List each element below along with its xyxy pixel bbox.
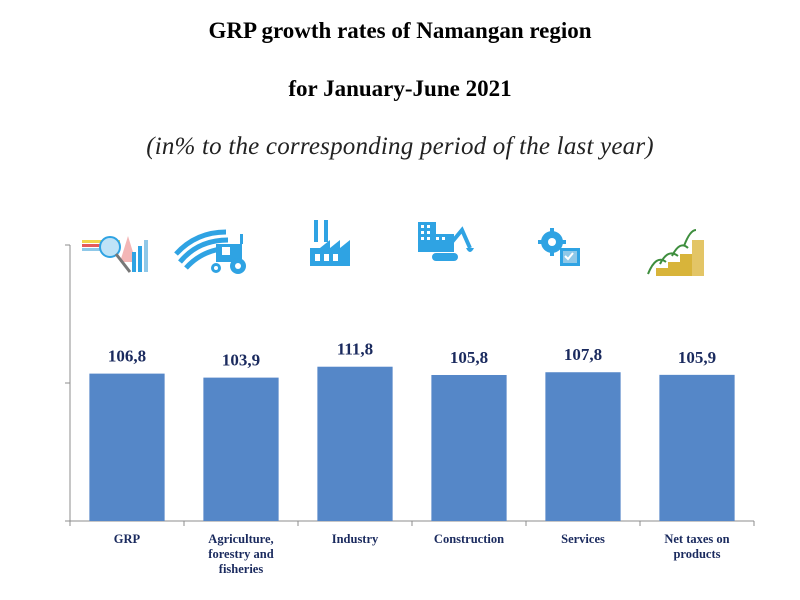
- chart-title-line1: GRP growth rates of Namangan region: [208, 18, 592, 43]
- category-label: Net taxes on products: [664, 532, 729, 561]
- category-label: GRP: [114, 532, 141, 546]
- bar: [89, 373, 165, 521]
- tractor-field-icon: [174, 229, 246, 274]
- category-label-line: products: [673, 547, 720, 561]
- value-label: 111,8: [337, 340, 373, 359]
- bar: [317, 366, 393, 521]
- value-label: 105,8: [450, 348, 488, 367]
- category-label-line: Net taxes on: [664, 532, 729, 546]
- bar: [545, 372, 621, 521]
- category-label: Agriculture, forestry and fisheries: [208, 532, 273, 576]
- value-labels: 106,8 103,9 111,8 105,8 107,8 105,9: [108, 340, 716, 370]
- chart-axes: [65, 244, 755, 526]
- analytics-magnifier-icon: [82, 236, 148, 273]
- category-label-line: GRP: [114, 532, 141, 546]
- category-label-line: Agriculture,: [208, 532, 273, 546]
- value-label: 105,9: [678, 348, 716, 367]
- category-label-line: Industry: [332, 532, 379, 546]
- category-label-line: Services: [561, 532, 605, 546]
- category-label-line: forestry and: [208, 547, 273, 561]
- factory-icon: [310, 220, 350, 266]
- category-label: Industry: [332, 532, 379, 546]
- bar: [659, 374, 735, 521]
- category-icons: [82, 220, 704, 276]
- chart-title-line2: for January-June 2021: [288, 76, 512, 101]
- category-label-line: Construction: [434, 532, 504, 546]
- value-label: 106,8: [108, 347, 146, 366]
- coins-growth-icon: [647, 229, 704, 276]
- category-label: Construction: [434, 532, 504, 546]
- services-gear-icon: [538, 228, 580, 266]
- value-label: 103,9: [222, 351, 260, 370]
- bar-series: [89, 366, 735, 521]
- bar: [431, 374, 507, 521]
- chart-subtitle: (in% to the corresponding period of the …: [146, 133, 654, 160]
- category-label: Services: [561, 532, 605, 546]
- construction-excavator-icon: [418, 222, 474, 261]
- category-labels: GRP Agriculture, forestry and fisheries Indu…: [114, 532, 730, 576]
- bar: [203, 377, 279, 521]
- value-label: 107,8: [564, 345, 602, 364]
- category-label-line: fisheries: [219, 562, 264, 576]
